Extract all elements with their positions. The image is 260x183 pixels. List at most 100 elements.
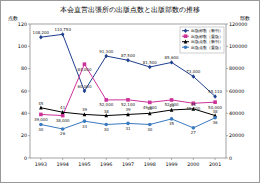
data-label: 43 — [169, 103, 175, 108]
y2-tick — [226, 91, 228, 92]
x-tick-label: 1995 — [78, 162, 90, 167]
x-tick — [106, 158, 107, 160]
y-tick — [28, 24, 30, 25]
legend-label: 出版点数（重版） — [191, 45, 223, 50]
marker — [126, 112, 130, 116]
y-tick — [28, 135, 30, 136]
x-tick — [84, 158, 85, 160]
data-label: 60,000 — [77, 84, 91, 89]
data-label: 55,110 — [208, 89, 222, 94]
marker — [83, 89, 87, 93]
marker — [83, 62, 87, 66]
y-tick — [28, 113, 30, 114]
y2-tick-label: 0 — [229, 156, 232, 161]
y-tick-label: 40 — [21, 111, 27, 116]
series-line — [41, 64, 215, 115]
marker — [83, 112, 87, 116]
x-tick — [40, 158, 41, 160]
x-tick — [62, 158, 63, 160]
legend-label: 出版部数（新刊） — [191, 28, 223, 33]
legend-label: 出版部数（重版） — [191, 34, 223, 39]
y-tick — [28, 68, 30, 69]
y-tick-label: 0 — [24, 156, 27, 161]
marker — [192, 126, 196, 130]
y2-tick-label: 20000 — [229, 133, 244, 138]
data-label: 35 — [169, 121, 175, 126]
y2-label: 部数 — [240, 15, 250, 21]
marker — [170, 108, 174, 112]
data-label: 44 — [191, 102, 197, 107]
data-label: 52,000 — [165, 102, 179, 107]
y-label: 点数 — [8, 15, 18, 21]
marker — [126, 122, 130, 126]
data-label: 38 — [213, 109, 219, 114]
data-label: 38 — [104, 109, 110, 114]
data-label: 87,500 — [121, 53, 135, 58]
data-label: 39 — [82, 107, 88, 112]
y-tick — [28, 158, 30, 159]
marker — [104, 98, 108, 102]
marker — [61, 127, 65, 131]
marker — [39, 106, 43, 110]
marker — [61, 32, 65, 36]
x-tick-label: 1998 — [144, 162, 156, 167]
y2-tick-label: 100000 — [229, 44, 247, 49]
chart: 本会直営出張所の出版点数と出版部数の推移点数部数0204060801001200… — [0, 0, 260, 183]
marker — [192, 74, 196, 78]
y2-tick-label: 60000 — [229, 89, 244, 94]
y2-tick — [226, 113, 228, 114]
marker — [148, 123, 152, 127]
data-label: 27 — [191, 130, 197, 135]
legend-box — [180, 27, 224, 53]
marker — [39, 113, 43, 117]
data-label: 26 — [60, 131, 66, 136]
x-tick — [149, 158, 150, 160]
legend-marker — [184, 45, 188, 49]
y2-tick-label: 40000 — [229, 111, 244, 116]
marker — [104, 123, 108, 127]
data-label: 39 — [125, 107, 131, 112]
legend-marker — [184, 34, 188, 38]
title: 本会直営出張所の出版点数と出版部数の推移 — [60, 6, 200, 14]
data-label: 81,500 — [143, 60, 157, 65]
data-label: 84,000 — [77, 67, 91, 72]
x-tick — [171, 158, 172, 160]
marker — [83, 119, 87, 123]
data-label: 30 — [38, 127, 44, 132]
data-label: 30 — [104, 127, 110, 132]
marker — [39, 35, 43, 39]
marker — [148, 65, 152, 69]
x-tick-label: 1993 — [35, 162, 47, 167]
y2-tick — [226, 24, 228, 25]
x-tick-label: 2001 — [209, 162, 221, 167]
data-label: 39,000 — [34, 117, 48, 122]
data-label: 45 — [38, 101, 44, 106]
data-label: 41 — [60, 105, 66, 110]
marker — [61, 114, 65, 118]
x-tick — [215, 158, 216, 160]
marker — [126, 58, 130, 62]
marker — [39, 123, 43, 127]
y-tick — [28, 91, 30, 92]
data-labels: 108,200110,75060,00091,30087,50081,50085… — [33, 27, 223, 136]
y2-tick-label: 120000 — [229, 22, 247, 27]
data-label: 33 — [82, 124, 88, 129]
y-tick-label: 120 — [18, 22, 27, 27]
y-tick-label: 60 — [21, 89, 27, 94]
data-label: 108,200 — [33, 30, 50, 35]
frame — [1, 1, 260, 183]
x-tick-label: 1999 — [165, 162, 177, 167]
plot-frame — [30, 24, 226, 158]
x-tick-label: 1996 — [100, 162, 112, 167]
y-tick — [28, 46, 30, 47]
data-label: 73,000 — [186, 69, 200, 74]
legend-marker — [184, 29, 188, 33]
y-tick-label: 80 — [21, 66, 27, 71]
marker — [213, 116, 217, 120]
marker — [104, 54, 108, 58]
data-label: 110,750 — [54, 27, 71, 32]
y2-tick-label: 80000 — [229, 66, 244, 71]
legend-marker — [184, 40, 188, 44]
marker — [170, 98, 174, 102]
x-tick-label: 1994 — [57, 162, 69, 167]
